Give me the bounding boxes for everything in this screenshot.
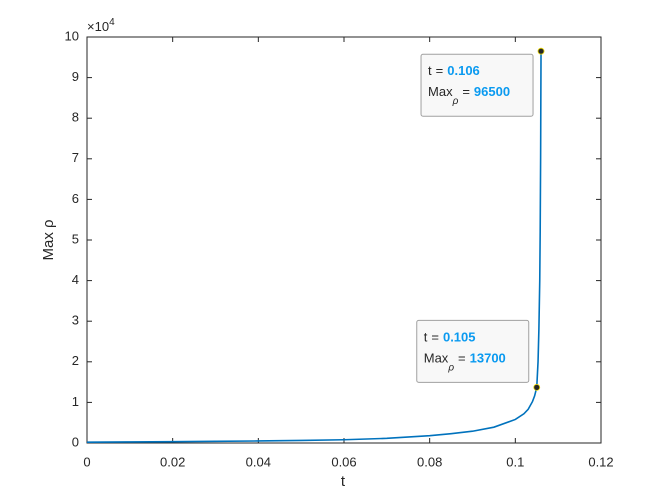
datatip-y-line: Maxρ= 96500 — [428, 85, 510, 107]
datatip-y-line: Maxρ = 13700 — [424, 351, 506, 373]
datatip-x-line: t = 0.106 — [428, 64, 480, 79]
y-tick-label: 10 — [65, 28, 79, 43]
datatip-separator: = — [436, 64, 444, 79]
y-tick-label: 9 — [72, 69, 79, 84]
y-multiplier: ×104 — [87, 17, 115, 35]
datatip-x-line: t = 0.105 — [424, 330, 476, 345]
x-axis-label: t — [341, 473, 346, 490]
datatip-y-sub: ρ — [447, 362, 454, 373]
datatip-box — [416, 319, 530, 383]
x-tick-label: 0.08 — [417, 454, 442, 469]
x-tick-label: 0.06 — [331, 454, 356, 469]
x-tick-label: 0.12 — [588, 454, 613, 469]
y-tick-label: 6 — [72, 191, 79, 206]
datatip-y-name: Max — [424, 351, 449, 366]
datatip-separator: = — [462, 85, 470, 100]
x-tick-label: 0.04 — [246, 454, 271, 469]
datatip-separator: = — [431, 330, 439, 345]
y-tick-label: 5 — [72, 231, 79, 246]
multiplier-exponent: 4 — [109, 17, 115, 28]
datatip-y-value: 96500 — [474, 85, 510, 100]
data-line — [86, 51, 542, 443]
y-tick-label: 1 — [72, 394, 79, 409]
y-tick-label: 4 — [72, 272, 79, 287]
x-tick-label: 0.1 — [506, 454, 524, 469]
datatip-separator: = — [458, 351, 466, 366]
datatip-x-value: 0.105 — [443, 330, 476, 345]
datatip-x-name: t — [428, 64, 432, 79]
datatip-x-name: t — [424, 330, 428, 345]
datatip-y-name: Max — [428, 85, 453, 100]
datatip-y-sub: ρ — [452, 96, 459, 107]
datatip-x-value: 0.106 — [447, 64, 480, 79]
x-tick-label: 0.02 — [160, 454, 185, 469]
y-axis-label: Max ρ — [40, 219, 57, 260]
y-tick-label: 8 — [72, 110, 79, 125]
multiplier-base: ×10 — [87, 19, 109, 34]
y-tick-label: 2 — [72, 353, 79, 368]
datatip-y-value: 13700 — [470, 351, 506, 366]
datatip-marker — [533, 383, 541, 391]
x-tick-label: 0 — [83, 454, 90, 469]
datatip-marker — [537, 47, 545, 55]
datatip-box — [420, 53, 534, 117]
y-tick-label: 7 — [72, 150, 79, 165]
y-tick-label: 3 — [72, 313, 79, 328]
y-tick-label: 0 — [72, 434, 79, 449]
